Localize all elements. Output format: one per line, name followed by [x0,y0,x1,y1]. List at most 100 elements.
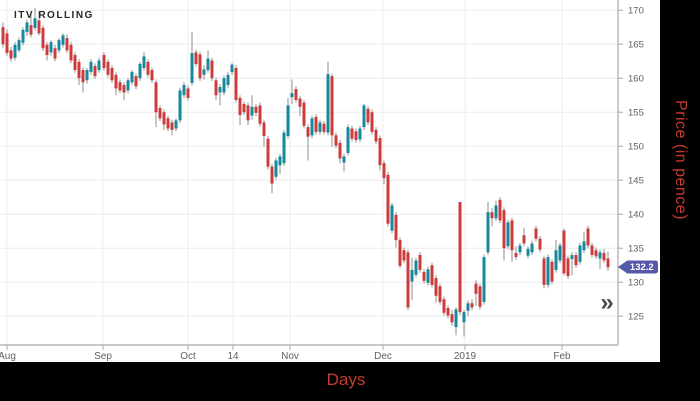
candle [266,136,270,170]
candle [358,125,362,143]
candle [402,247,406,264]
candle [194,49,198,67]
candle [61,33,65,48]
badge-value: 132.2 [630,262,654,273]
candle [258,102,262,127]
candle [422,269,426,284]
candle [306,124,310,161]
candle [270,163,274,194]
candle [130,70,134,85]
candle [570,252,574,276]
candle [294,86,298,103]
candle [226,72,230,88]
y-tick-label: 170 [628,5,644,16]
candle [238,95,242,126]
candle [93,63,97,79]
candle [526,246,530,259]
candle [190,31,194,86]
candle [490,208,494,227]
candle [5,29,9,56]
last-price-badge: 132.2 [618,260,658,274]
candle [322,121,326,135]
candle [494,200,498,221]
x-tick-label: Oct [180,351,196,362]
candle [29,14,33,38]
candle [9,46,13,62]
candle [374,127,378,145]
candle [45,42,49,61]
candle [482,254,486,305]
candle [230,63,234,75]
scroll-right-button[interactable]: » [600,289,613,316]
candle [150,67,154,83]
candle [89,59,93,75]
candle [338,140,342,164]
candle [394,212,398,248]
candle [1,22,5,48]
candle [382,160,386,185]
candle [510,217,514,262]
candle [474,280,478,306]
candle [426,266,430,286]
candle [102,52,106,71]
candle [25,19,29,37]
candle [442,296,446,316]
candle [522,227,526,247]
x-tick-label: Nov [281,351,299,362]
badge-arrow-icon [618,260,627,274]
candle [206,50,210,73]
candle [370,109,374,135]
candle [302,99,306,129]
candle [486,201,490,255]
x-tick-label: Aug [0,351,16,362]
candle [218,84,222,106]
candle [134,73,138,90]
candle [342,153,346,172]
candle [37,11,41,36]
candle [554,240,558,273]
candle [73,52,77,73]
candle [198,51,202,81]
y-tick-label: 125 [628,311,644,322]
candle [182,82,186,98]
candle [582,231,586,253]
badge-background [625,260,658,274]
candle [178,87,182,124]
candle [65,34,69,54]
candle [346,124,350,156]
candle [41,25,45,51]
candle [118,79,122,94]
candle [594,247,598,260]
candle [454,307,458,336]
candle [17,37,21,53]
candle [470,299,474,311]
candle [154,79,158,128]
candle [85,68,89,84]
candle [538,235,542,253]
candle [386,172,390,227]
candle [138,61,142,81]
axes: 125 130 135 140 145 150 155 160 165 170 Aug Sep Oct 1… [0,0,644,362]
candle [542,255,546,289]
y-tick-label: 145 [628,175,644,186]
y-tick-label: 160 [628,73,644,84]
candle [414,257,418,278]
candle [33,8,37,31]
candle [406,249,410,311]
x-tick-label: Sep [94,351,112,362]
x-axis-title: Days [326,370,366,389]
candle [602,248,606,264]
candle [210,57,214,81]
candle [506,219,510,249]
x-tick-label: 14 [227,351,239,362]
candle [234,65,238,103]
candlestick-plot[interactable]: 125 130 135 140 145 150 155 160 165 170 Aug Sep Oct 1… [0,0,660,362]
candle [146,59,150,78]
candle [69,42,73,64]
candle [282,129,286,166]
candle [53,44,57,62]
candle [77,59,81,85]
candle [430,262,434,288]
candle [13,42,17,61]
